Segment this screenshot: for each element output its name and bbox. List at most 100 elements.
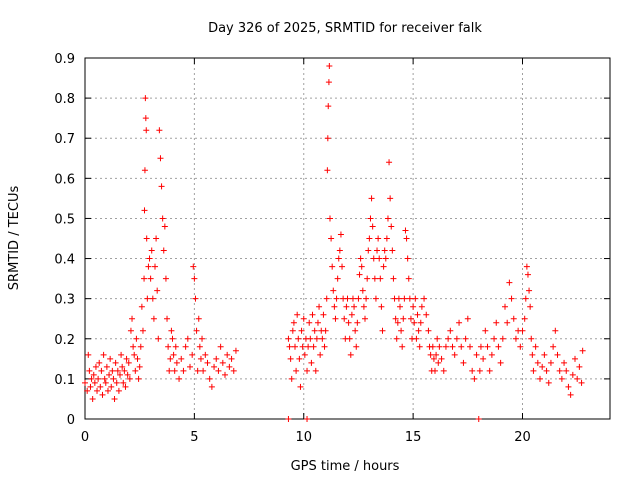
data-point (495, 343, 502, 350)
data-point (190, 263, 197, 270)
data-point (344, 295, 351, 302)
data-point (285, 416, 292, 422)
data-point (114, 367, 121, 374)
x-tick-label: 0 (81, 430, 89, 445)
data-point (288, 375, 295, 382)
data-point (493, 319, 500, 326)
data-point (150, 315, 157, 322)
data-point (200, 367, 207, 374)
data-point (430, 355, 437, 362)
data-point (311, 327, 318, 334)
data-point (423, 311, 430, 318)
data-point (296, 355, 303, 362)
data-point (152, 263, 158, 270)
data-point (298, 327, 305, 334)
data-point (421, 295, 428, 302)
data-point (337, 231, 344, 238)
data-point (476, 367, 483, 374)
data-point (127, 327, 134, 334)
data-point (473, 351, 480, 358)
data-point (477, 343, 484, 350)
data-point (370, 255, 377, 262)
data-point (527, 303, 534, 310)
data-point (141, 207, 148, 214)
data-point (226, 363, 233, 370)
data-point (537, 375, 543, 382)
y-tick-label: 0.4 (54, 253, 75, 268)
data-point (432, 367, 438, 374)
data-point (149, 295, 156, 302)
data-point (484, 343, 491, 350)
y-tick-label: 0.2 (54, 333, 75, 348)
data-point (359, 287, 366, 294)
data-point (314, 319, 321, 326)
data-point (307, 335, 314, 342)
data-point (154, 287, 161, 294)
data-point (228, 355, 235, 362)
data-point (383, 235, 390, 242)
data-point (286, 343, 293, 350)
data-point (117, 371, 123, 378)
data-point (375, 235, 382, 242)
data-point (410, 303, 417, 310)
data-point (460, 359, 467, 366)
data-point (348, 311, 355, 318)
data-point (101, 375, 108, 382)
data-point (122, 383, 129, 390)
data-point (374, 247, 381, 254)
data-point (530, 367, 537, 374)
data-point (320, 311, 327, 318)
data-point (418, 303, 425, 310)
data-point (142, 115, 149, 122)
data-point (528, 335, 535, 342)
data-point (413, 335, 420, 342)
data-point (173, 359, 180, 366)
data-point (510, 315, 517, 322)
data-point (399, 343, 406, 350)
data-point (414, 311, 421, 318)
data-point (456, 319, 463, 326)
data-point (574, 375, 581, 382)
data-point (556, 367, 563, 374)
y-tick-label: 0.7 (54, 132, 75, 147)
data-point (197, 355, 204, 362)
data-point (402, 227, 409, 234)
data-point (512, 335, 519, 342)
data-point (139, 327, 146, 334)
data-point (304, 416, 311, 422)
y-tick-label: 0.9 (54, 52, 75, 67)
data-point (192, 295, 199, 302)
data-point (328, 235, 335, 242)
data-point (287, 355, 294, 362)
data-point (184, 335, 191, 342)
data-point (453, 335, 460, 342)
data-point (458, 343, 465, 350)
data-point (529, 351, 536, 358)
data-point (106, 371, 113, 378)
data-point (445, 335, 452, 342)
data-point (211, 363, 218, 370)
data-point (366, 235, 373, 242)
data-point (112, 359, 119, 366)
data-point (95, 375, 102, 382)
data-point (497, 359, 504, 366)
data-point (138, 303, 145, 310)
data-point (368, 195, 375, 202)
data-point (524, 271, 531, 278)
data-point (372, 295, 379, 302)
data-point (434, 335, 441, 342)
data-point (404, 255, 411, 262)
data-point (321, 343, 328, 350)
data-point (162, 275, 169, 282)
data-point (178, 355, 185, 362)
data-point (332, 315, 339, 322)
data-point (351, 303, 358, 310)
data-point (172, 343, 179, 350)
data-point (349, 295, 356, 302)
data-point (304, 367, 311, 374)
data-points (82, 63, 586, 422)
data-point (327, 215, 333, 222)
data-point (219, 359, 226, 366)
data-point (526, 287, 533, 294)
